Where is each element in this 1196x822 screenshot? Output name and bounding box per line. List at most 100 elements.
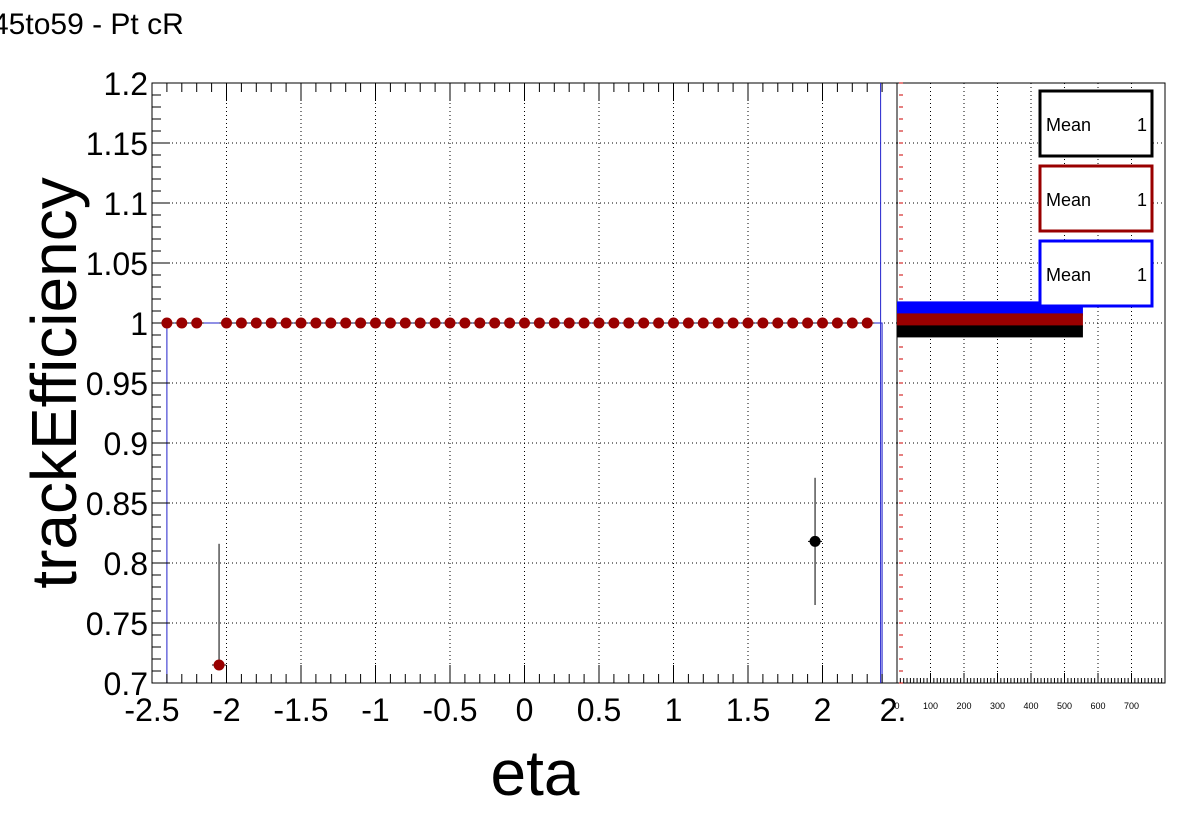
- data-point: [772, 317, 784, 329]
- data-point: [370, 317, 381, 329]
- x-tick-label: -1.5: [273, 692, 328, 728]
- data-point: [310, 317, 322, 329]
- main-axis-ticks: [151, 82, 898, 684]
- data-point: [355, 317, 367, 329]
- data-point: [846, 317, 858, 329]
- stats-label: Mean: [1046, 115, 1091, 135]
- side-x-tick-label: 600: [1090, 701, 1105, 711]
- data-point: [548, 317, 560, 329]
- x-tick-label: -2.5: [124, 692, 179, 728]
- data-point: [504, 317, 516, 329]
- y-tick-label: 0.95: [86, 366, 148, 402]
- x-axis-label: eta: [491, 737, 580, 809]
- data-point: [817, 317, 828, 329]
- side-x-tick-label: 100: [923, 701, 938, 711]
- side-tick-labels: 0 100 200 300 400 500 600 700: [894, 701, 1139, 711]
- x-tick-label: 0: [516, 692, 534, 728]
- chart-title: 45to59 - Pt cR: [0, 8, 184, 41]
- stats-box: [1038, 239, 1154, 308]
- data-point: [809, 535, 821, 547]
- y-tick-label: 1: [130, 306, 148, 342]
- data-point: [414, 317, 426, 329]
- side-x-tick-label: 0: [894, 701, 899, 711]
- side-x-tick-label: 200: [956, 701, 971, 711]
- data-point: [653, 317, 665, 329]
- data-point: [697, 317, 709, 329]
- data-point: [593, 317, 605, 329]
- data-point: [563, 317, 575, 329]
- main-tick-labels: -2.5 -2 -1.5 -1 -0.5 0 0.5 1 1.5 2 2. 0.7 0.75 0.8 0.8…: [86, 66, 907, 728]
- data-point: [235, 317, 247, 329]
- data-point: [831, 317, 843, 329]
- y-tick-label: 1.15: [86, 126, 148, 162]
- data-point: [213, 659, 225, 671]
- y-tick-label: 0.75: [86, 606, 148, 642]
- x-tick-label: -1: [361, 692, 389, 728]
- data-point: [265, 317, 277, 329]
- main-grid: [152, 83, 897, 683]
- data-point: [474, 317, 486, 329]
- data-point: [221, 317, 232, 329]
- data-point: [861, 317, 873, 329]
- stats-boxes: Mean 1 Mean 1 Mean 1: [1038, 89, 1154, 308]
- data-point: [727, 317, 739, 329]
- side-bar: [897, 313, 1083, 327]
- y-tick-label: 0.7: [104, 666, 148, 702]
- data-point: [459, 317, 471, 329]
- data-point: [608, 317, 620, 329]
- y-tick-label: 0.8: [104, 546, 148, 582]
- data-point: [668, 317, 679, 329]
- data-point: [623, 317, 635, 329]
- data-point: [787, 317, 799, 329]
- y-tick-label: 0.85: [86, 486, 148, 522]
- data-point: [399, 317, 411, 329]
- data-point: [802, 317, 814, 329]
- data-point: [384, 317, 396, 329]
- data-point: [161, 317, 173, 329]
- data-point: [682, 317, 694, 329]
- x-tick-label: 2: [814, 692, 832, 728]
- data-point: [176, 317, 188, 329]
- x-tick-label: 2.: [880, 692, 907, 728]
- side-bar: [897, 325, 1083, 338]
- x-tick-label: 1: [665, 692, 683, 728]
- data-point: [578, 317, 590, 329]
- stats-label: Mean: [1046, 265, 1091, 285]
- data-point: [533, 317, 545, 329]
- y-tick-label: 1.2: [104, 66, 148, 102]
- data-point: [519, 317, 530, 329]
- x-tick-label: 0.5: [577, 692, 621, 728]
- data-point: [280, 317, 292, 329]
- stats-value: 1: [1137, 115, 1147, 135]
- data-point: [340, 317, 352, 329]
- stats-box: [1038, 89, 1154, 158]
- stats-box: [1038, 164, 1154, 233]
- data-point: [489, 317, 501, 329]
- data-point: [444, 317, 456, 329]
- side-x-tick-label: 700: [1124, 701, 1139, 711]
- data-point: [757, 317, 769, 329]
- y-axis-label: trackEfficiency: [18, 177, 90, 588]
- side-x-tick-label: 500: [1057, 701, 1072, 711]
- data-point: [250, 317, 262, 329]
- side-x-tick-label: 400: [1023, 701, 1038, 711]
- x-tick-label: -0.5: [422, 692, 477, 728]
- data-point: [429, 317, 441, 329]
- data-point: [712, 317, 724, 329]
- data-point: [295, 317, 307, 329]
- x-tick-label: -2: [212, 692, 240, 728]
- side-bar: [897, 301, 1083, 316]
- stats-label: Mean: [1046, 190, 1091, 210]
- x-tick-label: 1.5: [726, 692, 770, 728]
- stats-value: 1: [1137, 190, 1147, 210]
- data-point: [191, 317, 203, 329]
- y-tick-label: 1.1: [104, 186, 148, 222]
- data-point: [325, 317, 337, 329]
- side-bars: [897, 301, 1083, 338]
- stats-value: 1: [1137, 265, 1147, 285]
- y-tick-label: 1.05: [86, 246, 148, 282]
- main-data-marks: [159, 317, 875, 671]
- data-point: [742, 317, 754, 329]
- side-plot-frame: [896, 82, 1166, 684]
